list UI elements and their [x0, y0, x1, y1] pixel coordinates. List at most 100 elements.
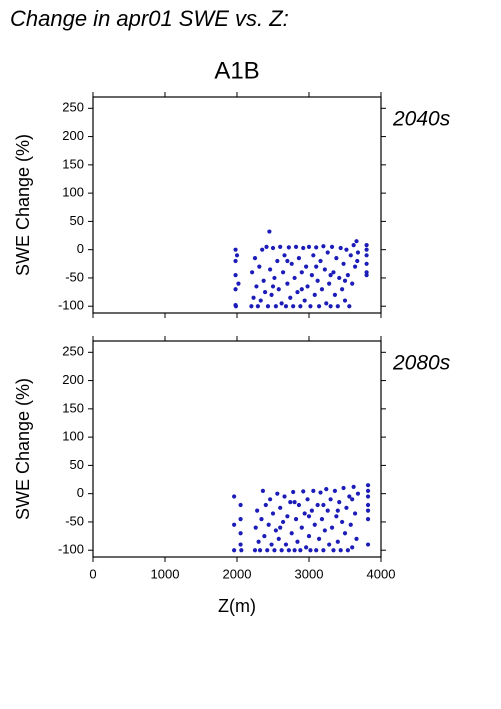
point: [306, 514, 312, 519]
point: [327, 542, 332, 547]
x-axis-title: Z(m): [218, 596, 256, 616]
point: [352, 511, 358, 516]
point: [364, 247, 369, 252]
point: [285, 258, 290, 264]
point: [308, 548, 313, 553]
point: [257, 548, 263, 553]
point: [232, 522, 237, 527]
point: [238, 542, 243, 547]
point: [279, 548, 284, 553]
point: [345, 548, 350, 553]
point: [278, 505, 283, 510]
x-tick-label: 3000: [295, 566, 324, 581]
point: [315, 502, 320, 508]
y-tick-label: 200: [62, 372, 84, 387]
point: [279, 301, 284, 306]
point: [321, 548, 326, 553]
point: [282, 494, 287, 499]
point: [299, 525, 304, 530]
point: [275, 491, 280, 496]
point: [299, 287, 304, 292]
y-tick-label: -100: [58, 542, 84, 557]
point: [345, 273, 350, 278]
point: [315, 278, 320, 283]
x-tick-label: 1000: [151, 566, 180, 581]
y-tick-label: -50: [65, 513, 84, 528]
point: [273, 304, 278, 309]
point: [285, 514, 290, 519]
point: [250, 270, 255, 275]
point: [308, 304, 313, 309]
point: [233, 304, 239, 309]
point: [322, 267, 327, 272]
point: [365, 517, 371, 522]
point: [329, 525, 335, 530]
point: [341, 485, 346, 491]
point: [329, 244, 335, 249]
point: [338, 245, 343, 251]
point: [314, 264, 319, 269]
point: [238, 517, 243, 522]
point: [262, 289, 268, 295]
point: [288, 500, 293, 505]
point: [312, 522, 317, 527]
point: [364, 261, 369, 266]
point: [268, 497, 273, 502]
point: [265, 548, 270, 553]
point: [335, 508, 340, 513]
point: [280, 270, 286, 275]
point: [309, 273, 314, 278]
point: [280, 519, 286, 525]
y-tick-label: 50: [70, 213, 84, 228]
point: [249, 304, 254, 309]
point: [314, 245, 319, 250]
point: [285, 281, 290, 286]
y-tick-label: 0: [77, 241, 84, 256]
y-tick-label: -50: [65, 269, 84, 284]
point: [270, 284, 276, 289]
point: [252, 256, 258, 261]
point: [316, 536, 322, 542]
point: [301, 489, 306, 494]
y-tick-label: 250: [62, 344, 84, 359]
point: [263, 502, 268, 508]
point: [238, 502, 243, 508]
point: [291, 489, 296, 495]
point: [321, 502, 326, 508]
point: [331, 270, 336, 275]
point: [275, 258, 280, 264]
point: [262, 533, 267, 539]
y-tick-label: 150: [62, 156, 84, 171]
point: [341, 261, 346, 266]
point: [276, 536, 281, 542]
x-tick-label: 4000: [367, 566, 396, 581]
point: [291, 304, 296, 309]
point: [324, 487, 329, 492]
point: [292, 275, 297, 281]
point: [304, 264, 309, 269]
panel-annotation: 2040s: [392, 108, 451, 131]
point: [302, 298, 307, 303]
point: [319, 287, 325, 292]
point: [311, 488, 316, 493]
point: [334, 514, 339, 519]
point: [233, 273, 238, 278]
point: [306, 533, 312, 539]
point: [322, 528, 327, 533]
point: [270, 511, 276, 516]
point: [292, 548, 297, 553]
point: [251, 295, 256, 300]
point: [355, 258, 360, 264]
point: [232, 548, 237, 553]
point: [332, 292, 338, 298]
point: [278, 244, 283, 249]
point: [331, 548, 336, 553]
point: [252, 548, 258, 553]
point: [364, 243, 369, 248]
point: [270, 245, 276, 251]
y-tick-label: 0: [77, 485, 84, 500]
point: [238, 531, 243, 536]
point: [337, 500, 342, 505]
point: [286, 245, 291, 250]
